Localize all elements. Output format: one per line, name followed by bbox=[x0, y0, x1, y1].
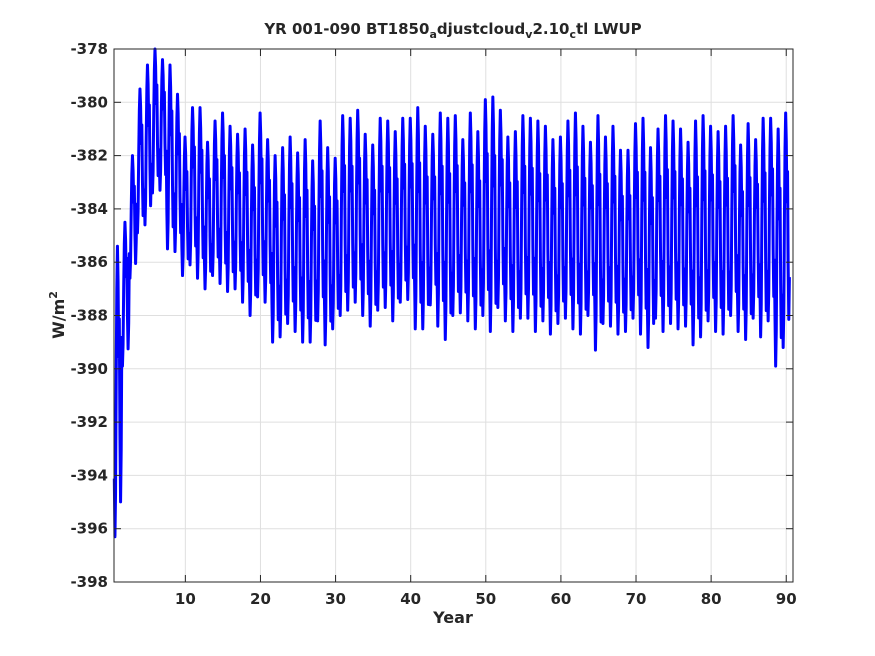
chart-title: YR 001-090 BT1850adjustcloudv2.10ctl LWU… bbox=[263, 20, 641, 41]
title-part-3: djustcloud bbox=[437, 20, 525, 38]
title-part-4: v bbox=[525, 28, 533, 41]
ticks bbox=[114, 48, 793, 583]
y-tick-label: -394 bbox=[70, 466, 108, 484]
y-tick-label: -398 bbox=[70, 573, 108, 591]
x-tick-label: 10 bbox=[175, 590, 196, 608]
y-tick-label: -382 bbox=[70, 147, 108, 165]
title-part-1: YR 001-090 BT1850 bbox=[263, 20, 429, 38]
x-tick-label: 70 bbox=[626, 590, 647, 608]
series-line bbox=[112, 47, 791, 539]
x-tick-label: 60 bbox=[550, 590, 571, 608]
x-tick-label: 30 bbox=[325, 590, 346, 608]
y-tick-label: -390 bbox=[70, 360, 108, 378]
y-tick-label: -392 bbox=[70, 413, 108, 431]
y-tick-label: -388 bbox=[70, 307, 108, 325]
lwup-series-line bbox=[112, 47, 791, 539]
y-tick-label: -384 bbox=[70, 200, 108, 218]
tick-labels: 10 20 30 40 50 60 70 80 90 -398 -396 -394 -392 -390 -3… bbox=[70, 40, 796, 608]
title-part-2: a bbox=[429, 28, 436, 41]
x-axis-label: Year bbox=[432, 608, 473, 627]
y-axis-label-sup: 2 bbox=[47, 291, 60, 299]
y-tick-label: -380 bbox=[70, 93, 108, 111]
x-tick-label: 20 bbox=[250, 590, 271, 608]
title-part-7: tl LWUP bbox=[576, 20, 642, 38]
x-tick-label: 90 bbox=[776, 590, 797, 608]
y-tick-label: -378 bbox=[70, 40, 108, 58]
title-part-6: c bbox=[569, 28, 576, 41]
y-tick-label: -386 bbox=[70, 253, 108, 271]
x-tick-label: 50 bbox=[475, 590, 496, 608]
x-tick-label: 80 bbox=[701, 590, 722, 608]
y-axis-label: W/m2 bbox=[47, 291, 68, 339]
title-part-5: 2.10 bbox=[532, 20, 569, 38]
y-axis-label-base: W/m bbox=[49, 299, 68, 339]
x-tick-label: 40 bbox=[400, 590, 421, 608]
y-tick-label: -396 bbox=[70, 520, 108, 538]
